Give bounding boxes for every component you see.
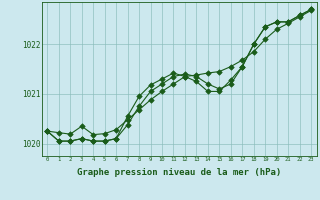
X-axis label: Graphe pression niveau de la mer (hPa): Graphe pression niveau de la mer (hPa) xyxy=(77,168,281,177)
